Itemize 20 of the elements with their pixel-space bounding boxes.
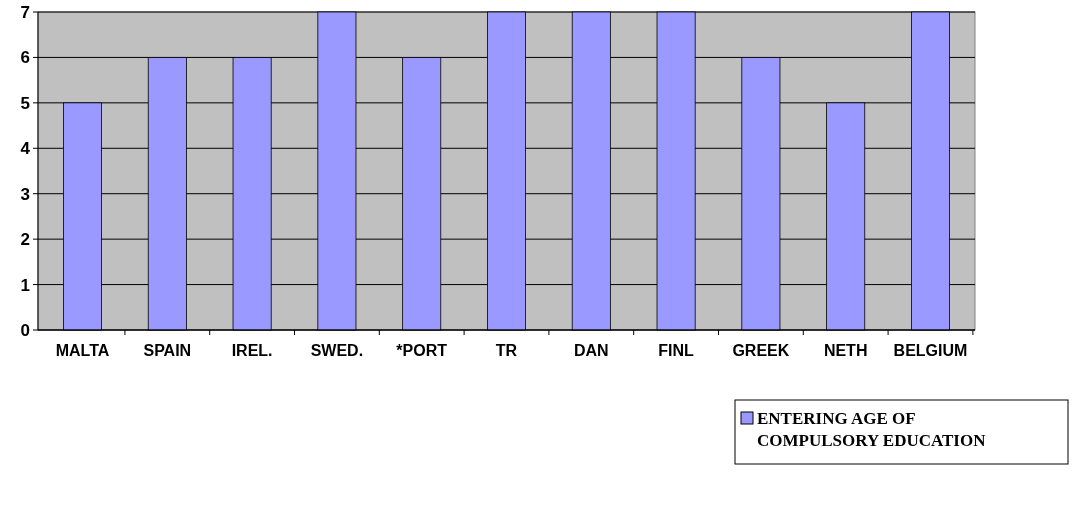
x-tick-label: *PORT (396, 342, 448, 359)
y-tick-label: 7 (20, 2, 30, 22)
y-tick-label: 4 (20, 139, 31, 159)
legend-label: ENTERING AGE OF COMPULSORY EDUCATION (757, 409, 987, 450)
x-tick-label: GREEK (732, 342, 790, 359)
x-tick-label: MALTA (55, 342, 110, 359)
x-tick-label: DAN (573, 342, 609, 359)
y-tick-label: 6 (20, 48, 30, 68)
x-tick-label: FINL (658, 342, 695, 359)
y-tick-label: 0 (20, 320, 30, 340)
x-tick-label: SPAIN (143, 342, 192, 359)
y-tick-label: 5 (20, 93, 30, 113)
x-tick-label: SWED. (310, 342, 364, 359)
x-tick-label: BELGIUM (893, 342, 968, 359)
y-tick-label: 1 (20, 275, 30, 295)
y-tick-label: 3 (20, 184, 30, 204)
x-tick-label: TR (495, 342, 518, 359)
y-tick-label: 2 (20, 230, 30, 250)
x-tick-label: NETH (823, 342, 868, 359)
x-tick-label: IREL. (231, 342, 273, 359)
